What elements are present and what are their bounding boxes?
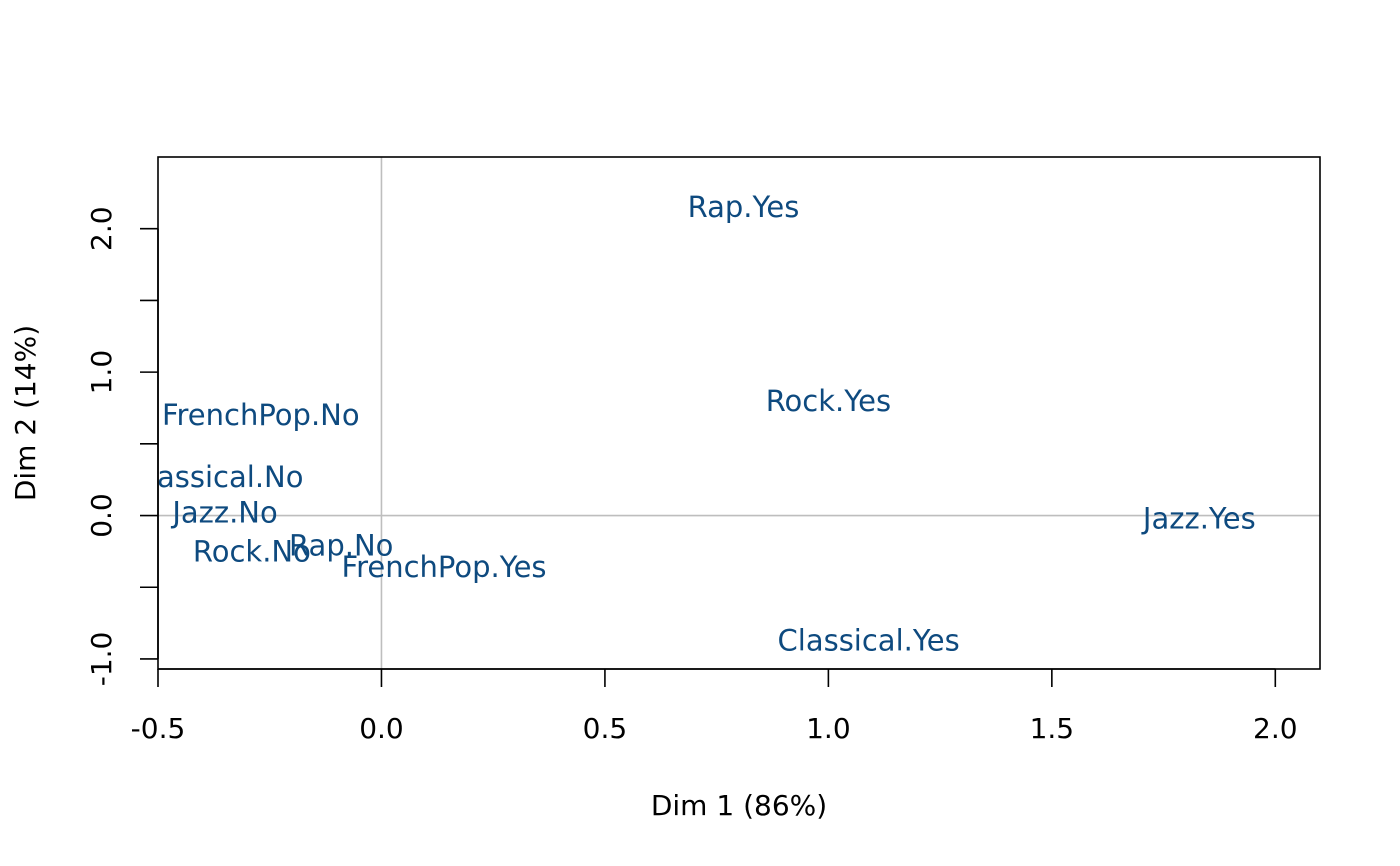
point-label: FrenchPop.No [162, 398, 360, 432]
point-label: Rap.No [289, 529, 393, 563]
point-label: Rock.Yes [766, 384, 891, 418]
y-axis-title: Dim 2 (14%) [9, 325, 42, 501]
x-axis: -0.5 0.0 0.5 1.0 1.5 2.0 [131, 668, 1298, 745]
y-tick-label: -1.0 [85, 632, 118, 687]
point-label: Classical.No [129, 460, 304, 494]
x-tick-label: 1.0 [806, 712, 851, 745]
reference-lines [158, 157, 1320, 669]
x-tick-label: 1.5 [1030, 712, 1075, 745]
point-label: Rap.Yes [688, 190, 800, 224]
point-label: Rock.No [193, 534, 311, 568]
point-label: Classical.Yes [778, 623, 960, 657]
point-label: Jazz.Yes [1141, 501, 1256, 535]
point-label: FrenchPop.Yes [342, 550, 547, 584]
y-axis: -1.0 0.0 1.0 2.0 [85, 206, 159, 687]
x-tick-label: 0.5 [583, 712, 628, 745]
y-tick-label: 2.0 [85, 206, 118, 251]
x-axis-title: Dim 1 (86%) [651, 789, 827, 822]
x-tick-label: -0.5 [131, 712, 186, 745]
y-tick-label: 0.0 [85, 493, 118, 538]
y-tick-label: 1.0 [85, 350, 118, 395]
point-label: Jazz.No [170, 496, 277, 530]
point-labels: Rap.YesRock.YesFrenchPop.NoClassical.NoJ… [129, 190, 1256, 657]
x-tick-label: 2.0 [1253, 712, 1298, 745]
x-tick-label: 0.0 [359, 712, 404, 745]
